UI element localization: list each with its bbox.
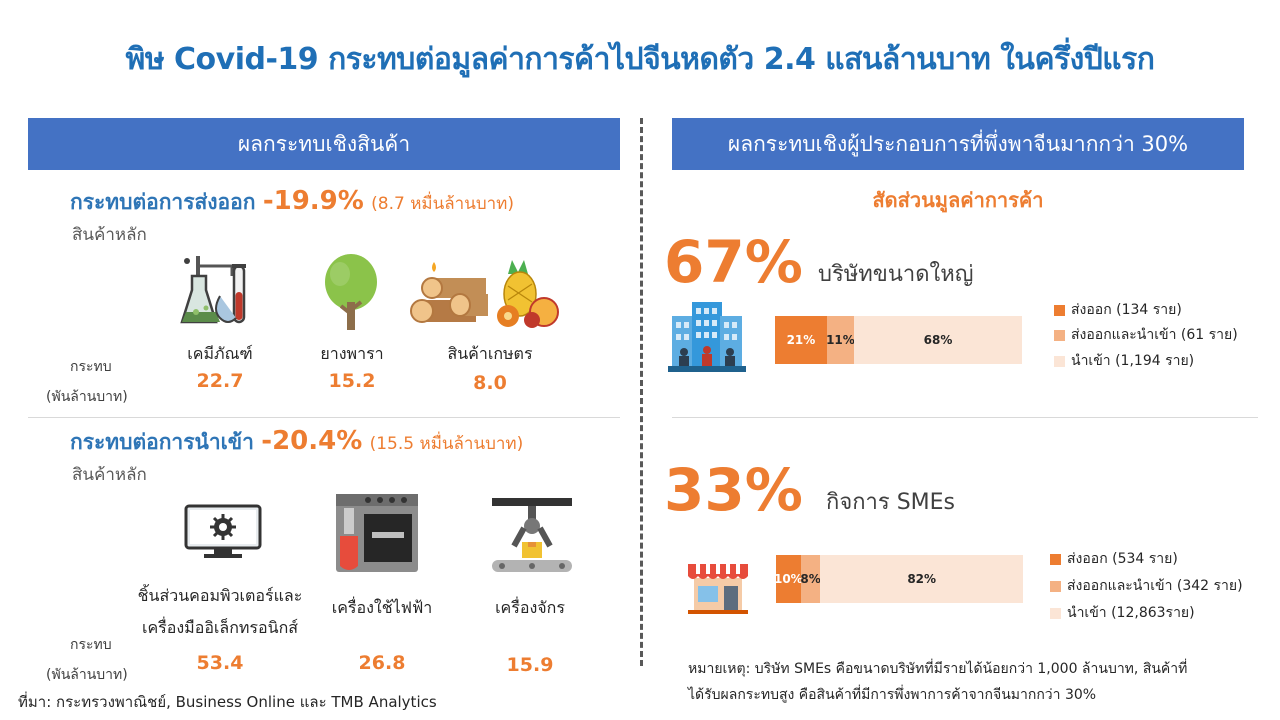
legend-item-import: นำเข้า (12,863ราย) <box>1050 602 1195 624</box>
chemistry-lab-icon <box>180 256 246 324</box>
import-item-label: เครื่องใช้ไฟฟ้า <box>331 598 433 617</box>
legend-item-export-import: ส่งออกและนำเข้า (342 ราย) <box>1050 575 1243 597</box>
export-heading: กระทบต่อการส่งออก -19.9% (8.7 หมื่นล้านบ… <box>70 186 514 219</box>
computer-monitor-icon <box>184 504 262 558</box>
import-item-label: ชิ้นส่วนคอมพิวเตอร์และ <box>137 586 303 605</box>
left-section-divider <box>28 417 620 418</box>
bar-segment-export: 10% <box>773 555 803 603</box>
export-item-label: เคมีภัณฑ์ <box>187 344 253 363</box>
legend-label: ส่งออกและนำเข้า (342 ราย) <box>1067 578 1243 594</box>
import-row-label-2: (พันล้านบาท) <box>46 667 128 683</box>
legend-label: ส่งออก (134 ราย) <box>1071 302 1182 318</box>
legend-item-import: นำเข้า (1,194 ราย) <box>1054 350 1194 372</box>
legend-label: นำเข้า (1,194 ราย) <box>1071 353 1195 369</box>
sme-label: กิจการ SMEs <box>826 490 956 515</box>
legend-item-export: ส่งออก (134 ราย) <box>1054 299 1182 321</box>
trade-share-subtitle: สัดส่วนมูลค่าการค้า <box>872 188 1044 212</box>
legend-item-export-import: ส่งออกและนำเข้า (61 ราย) <box>1054 324 1238 346</box>
import-item-label: เครื่องจักร <box>495 598 565 617</box>
bar-segment-label: 68% <box>923 333 953 347</box>
bar-segment-label: 11% <box>826 333 855 347</box>
bar-segment-import: 68% <box>854 316 1022 364</box>
bar-segment-label: 82% <box>907 572 937 586</box>
import-pct: -20.4% <box>261 426 363 456</box>
right-section-divider <box>672 417 1258 418</box>
legend-label: ส่งออก (534 ราย) <box>1067 551 1178 567</box>
import-sub-value: (15.5 หมื่นล้านบาท) <box>369 434 524 454</box>
export-item-value: 22.7 <box>196 370 244 392</box>
legend-label: ส่งออกและนำเข้า (61 ราย) <box>1071 327 1238 343</box>
large-company-label: บริษัทขนาดใหญ่ <box>818 262 974 287</box>
legend-swatch <box>1054 355 1065 367</box>
import-item-value: 26.8 <box>358 652 406 674</box>
legend-swatch <box>1050 580 1061 592</box>
import-item-label-line2: เครื่องมืออิเล็กทรอนิกส์ <box>141 618 299 637</box>
page-title: พิษ Covid-19 กระทบต่อมูลค่าการค้าไปจีนหด… <box>125 42 1155 77</box>
export-item-label: สินค้าเกษตร <box>447 344 533 363</box>
legend-swatch <box>1050 607 1061 619</box>
shop-icon <box>688 564 748 614</box>
export-row-label-1: กระทบ <box>70 359 112 375</box>
legend-swatch <box>1050 553 1061 565</box>
large-company-pct: 67% <box>664 228 803 296</box>
footnote: หมายเหตุ: บริษัท SMEs คือขนาดบริษัทที่มี… <box>688 656 1248 708</box>
legend-swatch <box>1054 329 1065 341</box>
export-sub-value: (8.7 หมื่นล้านบาท) <box>371 194 514 214</box>
legend-label: นำเข้า (12,863ราย) <box>1067 605 1195 621</box>
export-item-value: 15.2 <box>328 370 376 392</box>
footnote-line: ได้รับผลกระทบสูง คือสินค้าที่มีการพึ่งพา… <box>688 687 1097 703</box>
bar-segment-label: 8% <box>800 572 821 586</box>
bar-segment-label: 21% <box>786 333 816 347</box>
right-section-header: ผลกระทบเชิงผู้ประกอบการที่พึ่งพาจีนมากกว… <box>672 118 1244 170</box>
bar-segment-export-import: 11% <box>826 316 855 364</box>
import-item-value: 15.9 <box>506 654 554 676</box>
import-main-products-label: สินค้าหลัก <box>72 465 147 485</box>
oven-appliance-icon <box>336 494 418 572</box>
export-item-value: 8.0 <box>473 372 507 394</box>
tree-icon <box>325 254 377 330</box>
legend-swatch <box>1054 304 1065 316</box>
import-item-value: 53.4 <box>196 652 244 674</box>
legend-item-export: ส่งออก (534 ราย) <box>1050 548 1178 570</box>
agriculture-produce-icon <box>410 260 559 328</box>
bar-segment-import: 82% <box>820 555 1023 603</box>
source-note: ที่มา: กระทรวงพาณิชย์, Business Online แ… <box>18 693 437 711</box>
export-heading-text: กระทบต่อการส่งออก <box>70 190 256 214</box>
left-section-header: ผลกระทบเชิงสินค้า <box>28 118 620 170</box>
bar-segment-export: 21% <box>775 316 827 364</box>
large-company-bar: 21% 11% 68% <box>775 316 1022 364</box>
bar-segment-export-import: 8% <box>800 555 821 603</box>
export-item-label: ยางพารา <box>320 344 384 363</box>
footnote-line: หมายเหตุ: บริษัท SMEs คือขนาดบริษัทที่มี… <box>688 661 1188 677</box>
export-row-label-2: (พันล้านบาท) <box>46 389 128 405</box>
sme-bar: 10% 8% 82% <box>773 555 1023 603</box>
import-heading-text: กระทบต่อการนำเข้า <box>70 430 254 454</box>
robotic-arm-icon <box>492 498 572 572</box>
office-building-icon <box>668 302 746 372</box>
export-pct: -19.9% <box>262 186 364 216</box>
center-divider <box>640 118 643 666</box>
export-main-products-label: สินค้าหลัก <box>72 225 147 245</box>
import-row-label-1: กระทบ <box>70 637 112 653</box>
bar-segment-label: 10% <box>773 572 803 586</box>
import-heading: กระทบต่อการนำเข้า -20.4% (15.5 หมื่นล้าน… <box>70 426 523 459</box>
sme-pct: 33% <box>664 456 803 524</box>
